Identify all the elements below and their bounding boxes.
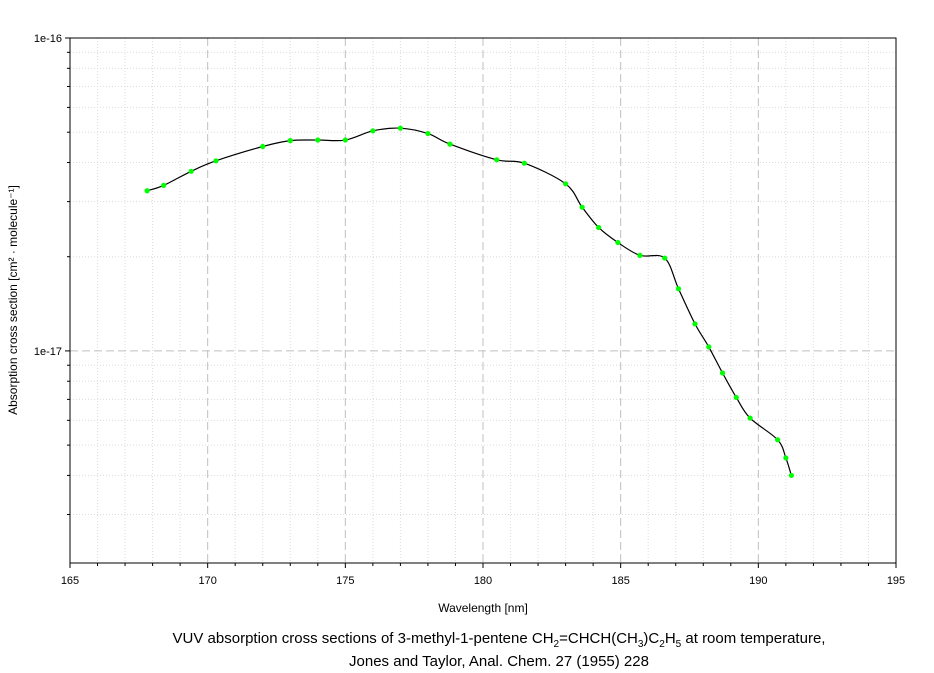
data-point [579,204,585,210]
caption-text: )C [643,630,660,647]
data-point [596,224,602,231]
caption-text: VUV absorption cross sections of 3-methy… [172,630,554,647]
caption-subscript: 3 [637,639,644,650]
data-point [747,415,753,421]
x-tick-label: 175 [336,575,354,587]
minor-grid [70,38,896,563]
y-axis-title: Absorption cross section [cm² · molecule… [6,185,20,415]
x-tick-label: 165 [61,575,79,587]
x-tick-label: 185 [611,575,629,587]
data-point [425,130,431,137]
y-tick-label: 1e-17 [34,346,62,358]
caption-text: at room temperature, [681,630,826,647]
chart: 165 170 175 180 185 190 195 1e-17 1e-16 Wavelen… [6,33,905,615]
data-point [675,286,682,292]
x-axis-title: Wavelength [nm] [438,601,528,615]
major-grid [70,38,896,563]
data-point [733,394,739,401]
caption-text: H [664,630,676,647]
data-point [637,252,643,258]
data-point [370,128,376,134]
data-point [494,157,500,163]
caption-line-1: VUV absorption cross sections of 3-methy… [32,630,934,650]
data-point [287,138,293,144]
x-tick-label: 190 [749,575,767,587]
y-axis: 1e-17 1e-16 [34,33,70,516]
data-point [397,125,403,131]
data-point [315,137,321,143]
caption-subscript: 2 [659,639,665,650]
series-points [144,125,794,479]
x-tick-label: 195 [887,575,905,587]
caption-line-2: Jones and Taylor, Anal. Chem. 27 (1955) … [349,653,649,670]
x-tick-label: 180 [474,575,492,587]
data-point [788,472,794,479]
y-tick-label: 1e-16 [34,33,62,45]
data-point [706,344,712,350]
caption-subscript: 2 [553,639,560,650]
data-point [161,182,167,189]
caption-subscript: 5 [675,639,682,650]
data-point [213,158,219,164]
data-point [719,370,726,376]
data-point [662,255,668,261]
data-point [342,137,348,143]
data-point [521,160,527,166]
x-axis: 165 170 175 180 185 190 195 [61,563,905,587]
data-point [692,321,698,327]
caption-text: =CHCH(CH [559,630,638,647]
data-point [188,168,194,174]
data-point [783,455,789,461]
data-point [615,239,621,246]
data-point [563,181,569,187]
data-point [447,141,453,147]
data-point [144,188,150,194]
data-point [260,143,266,150]
data-point [775,437,781,443]
x-tick-label: 170 [198,575,216,587]
